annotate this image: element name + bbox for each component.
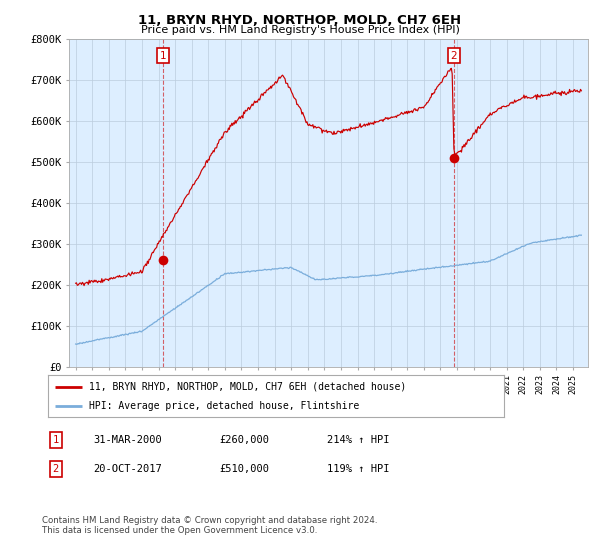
Text: £510,000: £510,000 [219, 464, 269, 474]
Text: Price paid vs. HM Land Registry's House Price Index (HPI): Price paid vs. HM Land Registry's House … [140, 25, 460, 35]
Text: This data is licensed under the Open Government Licence v3.0.: This data is licensed under the Open Gov… [42, 526, 317, 535]
Text: 119% ↑ HPI: 119% ↑ HPI [327, 464, 389, 474]
Text: 11, BRYN RHYD, NORTHOP, MOLD, CH7 6EH: 11, BRYN RHYD, NORTHOP, MOLD, CH7 6EH [139, 14, 461, 27]
Text: 20-OCT-2017: 20-OCT-2017 [93, 464, 162, 474]
Text: 214% ↑ HPI: 214% ↑ HPI [327, 435, 389, 445]
Text: HPI: Average price, detached house, Flintshire: HPI: Average price, detached house, Flin… [89, 401, 359, 411]
Text: 11, BRYN RHYD, NORTHOP, MOLD, CH7 6EH (detached house): 11, BRYN RHYD, NORTHOP, MOLD, CH7 6EH (d… [89, 381, 406, 391]
Text: 1: 1 [160, 50, 166, 60]
Text: 2: 2 [53, 464, 59, 474]
Text: Contains HM Land Registry data © Crown copyright and database right 2024.: Contains HM Land Registry data © Crown c… [42, 516, 377, 525]
Text: 31-MAR-2000: 31-MAR-2000 [93, 435, 162, 445]
Text: 1: 1 [53, 435, 59, 445]
Text: £260,000: £260,000 [219, 435, 269, 445]
Text: 2: 2 [451, 50, 457, 60]
